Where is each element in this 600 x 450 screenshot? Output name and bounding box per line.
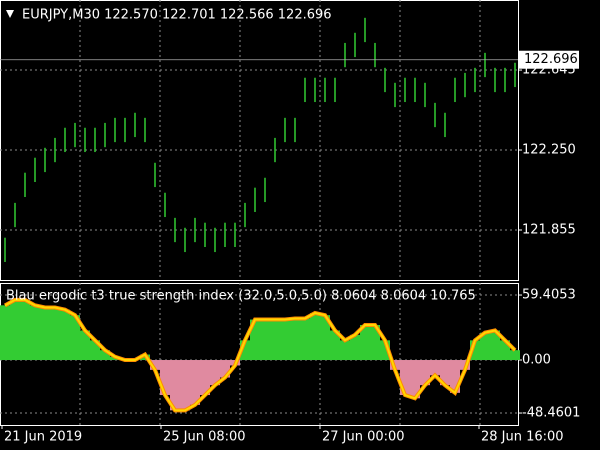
histogram-bar — [450, 360, 460, 393]
histogram-bar — [350, 334, 360, 361]
histogram-bar — [60, 309, 70, 361]
last-price-box — [519, 50, 579, 69]
x-tick-label: 28 Jun 16:00 — [481, 430, 564, 445]
last-price-label: 122.696 — [524, 52, 578, 67]
histogram-bar — [180, 360, 190, 411]
histogram-bar — [500, 340, 510, 361]
histogram-bar — [240, 340, 250, 361]
signal-line — [4, 298, 516, 412]
histogram-bar — [20, 299, 30, 361]
histogram-bar — [10, 299, 20, 361]
y-tick-label: 0.00 — [522, 353, 551, 368]
histogram-bar — [290, 318, 300, 361]
histogram-bar — [40, 307, 50, 361]
x-tick-label: 27 Jun 00:00 — [322, 430, 405, 445]
histogram-bar — [440, 360, 450, 386]
histogram-bar — [210, 360, 220, 386]
y-tick-label: 122.250 — [522, 143, 576, 158]
y-tick-label: -48.4601 — [522, 406, 580, 421]
histogram-bar — [50, 307, 60, 361]
histogram-bar — [320, 315, 330, 361]
histogram-bar — [430, 360, 440, 376]
histogram-bar — [30, 305, 40, 361]
chart-title: EURJPY,M30 122.570 122.701 122.566 122.6… — [22, 8, 332, 23]
histogram-bar — [410, 360, 420, 399]
histogram-bar — [100, 350, 110, 361]
x-tick-label: 25 Jun 08:00 — [163, 430, 246, 445]
histogram-bar — [420, 360, 430, 386]
histogram-bar — [360, 325, 370, 361]
histogram-bar — [260, 319, 270, 361]
histogram-bar — [340, 340, 350, 361]
histogram-bar — [220, 360, 230, 378]
histogram-bar — [250, 319, 260, 361]
histogram-bar — [0, 305, 10, 361]
y-tick-label: 121.855 — [522, 222, 576, 237]
histogram-bar — [200, 360, 210, 396]
symbol-arrow — [6, 10, 14, 18]
x-tick-label: 21 Jun 2019 — [4, 430, 82, 445]
y-tick-label: 59.4053 — [522, 288, 576, 303]
histogram-bar — [150, 360, 160, 370]
histogram-bar — [90, 340, 100, 361]
price-panel-frame — [0, 0, 519, 281]
histogram-bar — [310, 312, 320, 361]
histogram-bar — [490, 330, 500, 361]
histogram-bar — [280, 319, 290, 361]
histogram-bar — [510, 350, 520, 361]
histogram-bar — [380, 340, 390, 361]
histogram-bar — [70, 315, 80, 361]
histogram-bar — [300, 318, 310, 361]
histogram-bar — [170, 360, 180, 411]
histogram-bar — [400, 360, 410, 396]
histogram-bar — [370, 325, 380, 361]
histogram-bar — [480, 332, 490, 361]
histogram-bar — [330, 330, 340, 361]
histogram-bar — [160, 360, 170, 396]
indicator-title: Blau ergodic t3 true strength index (32.… — [6, 289, 476, 304]
histogram-bar — [190, 360, 200, 405]
histogram-bar — [80, 330, 90, 361]
histogram-bar — [470, 340, 480, 361]
histogram-bar — [270, 319, 280, 361]
